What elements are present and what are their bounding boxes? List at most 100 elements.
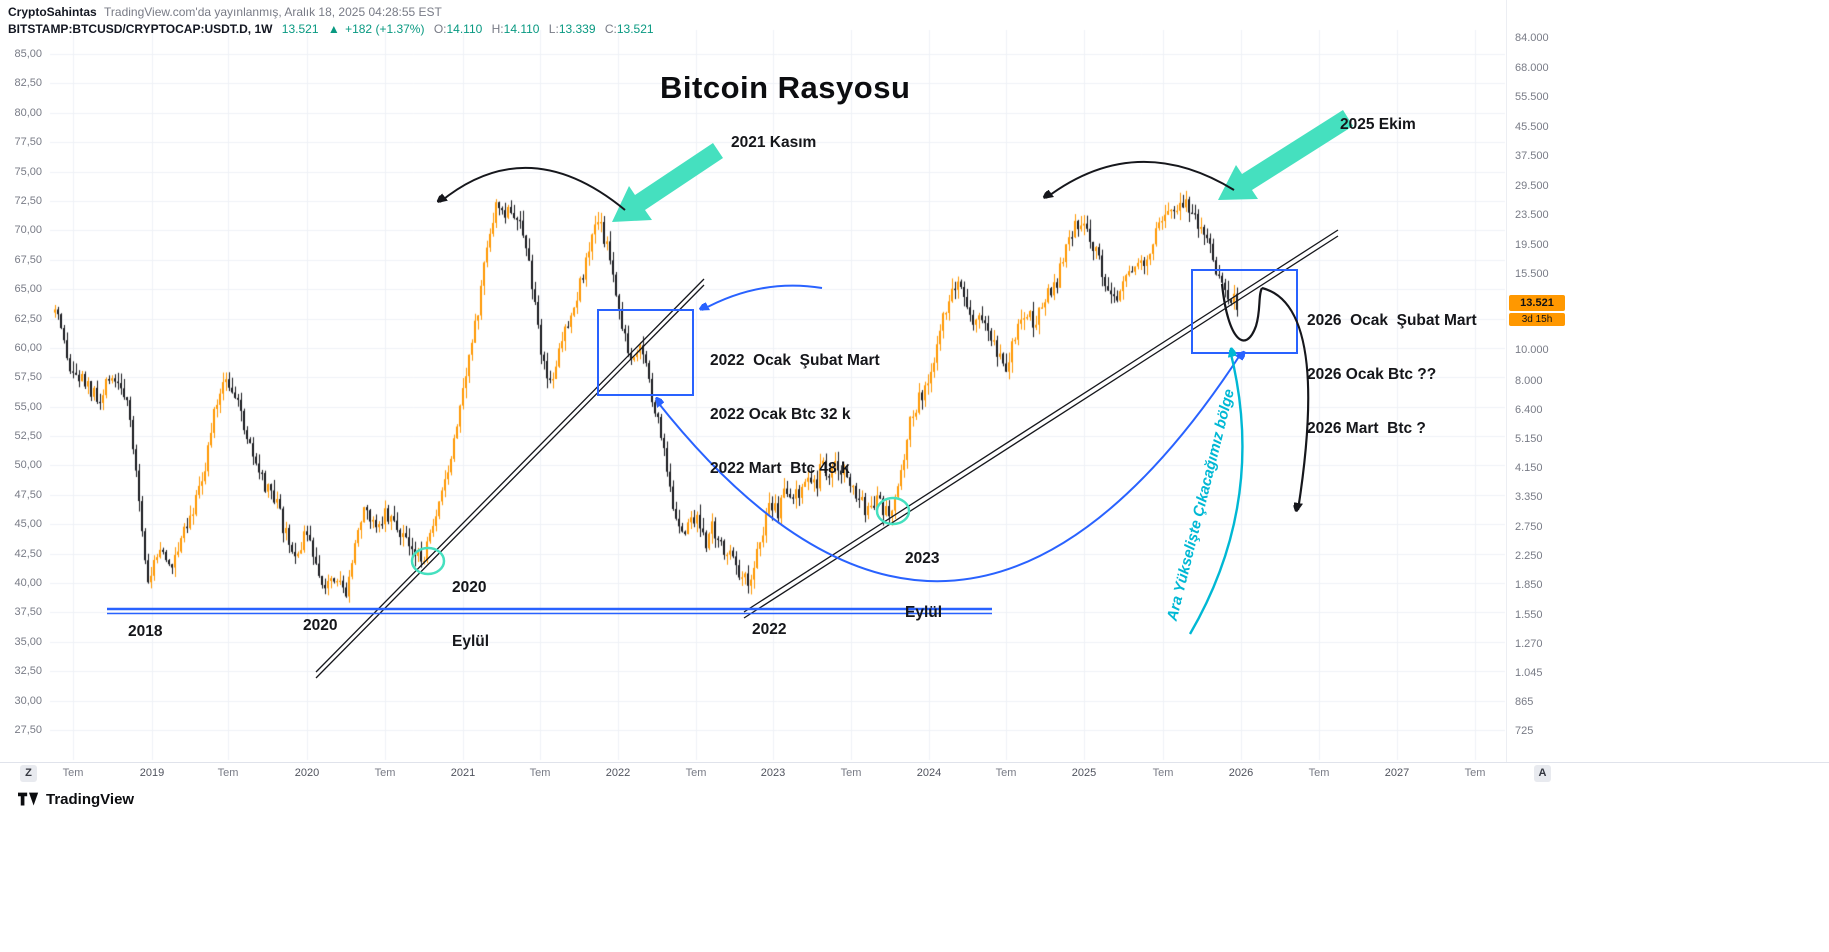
symbol-title[interactable]: BITSTAMP:BTCUSD/CRYPTOCAP:USDT.D, 1W <box>8 22 273 36</box>
right-price-tick: 2.250 <box>1515 550 1543 562</box>
right-price-tick: 23.500 <box>1515 209 1549 221</box>
note-2023-eylul[interactable]: 2023 Eylül <box>905 514 942 640</box>
time-tick: Tem <box>529 767 551 779</box>
note-2020-month: Eylül <box>452 633 490 650</box>
right-price-tick: 10.000 <box>1515 344 1549 356</box>
time-tick: 2019 <box>139 767 165 779</box>
left-price-tick: 75,00 <box>14 165 42 178</box>
note-2022-line2: 2022 Ocak Btc 32 k <box>710 406 851 423</box>
note-2022-line1: 2022 Ocak Şubat Mart <box>710 352 880 369</box>
right-price-tick: 55.500 <box>1515 91 1549 103</box>
right-price-tick: 1.850 <box>1515 579 1543 591</box>
right-price-tick: 45.500 <box>1515 121 1549 133</box>
publish-info: TradingView.com'da yayınlanmış, Aralık 1… <box>104 5 442 19</box>
time-tick: Tem <box>374 767 396 779</box>
left-price-tick: 70,00 <box>14 224 42 237</box>
bottom-axis-separator <box>0 762 1829 763</box>
left-price-tick: 80,00 <box>14 106 42 119</box>
right-price-tick: 68.000 <box>1515 62 1549 74</box>
high-label: H: <box>491 22 504 36</box>
left-price-tick: 50,00 <box>14 459 42 472</box>
left-price-tick: 62,50 <box>14 312 42 325</box>
note-2026-line1: 2026 Ocak Şubat Mart <box>1307 312 1477 329</box>
right-price-tick: 4.150 <box>1515 462 1543 474</box>
time-tick: Tem <box>217 767 239 779</box>
left-price-tick: 47,50 <box>14 488 42 501</box>
time-tick: 2024 <box>916 767 942 779</box>
tradingview-logo[interactable]: TradingView <box>18 791 134 808</box>
close-value: 13.521 <box>616 22 654 36</box>
label-2021-kasim[interactable]: 2021 Kasım <box>731 134 817 151</box>
time-tick: 2020 <box>294 767 320 779</box>
left-price-tick: 65,00 <box>14 283 42 296</box>
label-2025-ekim[interactable]: 2025 Ekim <box>1340 116 1416 133</box>
tradingview-logo-icon <box>18 792 39 806</box>
left-price-tick: 37,50 <box>14 606 42 619</box>
year-label-2020[interactable]: 2020 <box>303 617 338 634</box>
right-price-tick: 725 <box>1515 725 1534 737</box>
right-price-tick: 29.500 <box>1515 180 1549 192</box>
open-label: O: <box>433 22 447 36</box>
left-price-tick: 67,50 <box>14 253 42 266</box>
time-tick: 2026 <box>1228 767 1254 779</box>
left-price-tick: 42,50 <box>14 547 42 560</box>
change-arrow-icon: ▲ <box>327 22 340 36</box>
left-price-tick: 60,00 <box>14 341 42 354</box>
right-price-tick: 15.500 <box>1515 268 1549 280</box>
low-value: 13.339 <box>558 22 596 36</box>
adjust-button[interactable]: A <box>1534 765 1551 782</box>
author-name[interactable]: CryptoSahintas <box>8 5 97 19</box>
right-axis-separator <box>1506 0 1507 762</box>
note-2022-box[interactable]: 2022 Ocak Şubat Mart 2022 Ocak Btc 32 k … <box>710 316 880 496</box>
right-price-tick: 3.350 <box>1515 491 1543 503</box>
chart-title[interactable]: Bitcoin Rasyosu <box>660 70 911 105</box>
last-price-badge: 13.521 <box>1509 295 1565 311</box>
open-value: 14.110 <box>446 22 483 36</box>
time-tick: Tem <box>1464 767 1486 779</box>
symbol-legend: BITSTAMP:BTCUSD/CRYPTOCAP:USDT.D, 1W 13.… <box>8 22 654 36</box>
left-price-tick: 52,50 <box>14 430 42 443</box>
right-price-tick: 8.000 <box>1515 375 1543 387</box>
left-price-tick: 35,00 <box>14 635 42 648</box>
left-price-tick: 77,50 <box>14 136 42 149</box>
left-price-tick: 82,50 <box>14 77 42 90</box>
note-2023-year: 2023 <box>905 550 940 567</box>
left-price-tick: 55,00 <box>14 400 42 413</box>
bar-countdown-badge: 3d 15h <box>1509 313 1565 326</box>
right-price-tick: 19.500 <box>1515 239 1549 251</box>
low-label: L: <box>548 22 559 36</box>
time-tick: Tem <box>1152 767 1174 779</box>
publish-header: CryptoSahintas TradingView.com'da yayınl… <box>8 5 442 19</box>
time-tick: Tem <box>995 767 1017 779</box>
note-2020-year: 2020 <box>452 579 487 596</box>
left-price-tick: 45,00 <box>14 518 42 531</box>
right-price-tick: 1.270 <box>1515 638 1543 650</box>
timezone-button[interactable]: Z <box>20 765 37 782</box>
right-price-tick: 1.550 <box>1515 609 1543 621</box>
right-price-tick: 2.750 <box>1515 521 1543 533</box>
time-tick: Tem <box>1308 767 1330 779</box>
right-price-tick: 5.150 <box>1515 433 1543 445</box>
time-tick: Tem <box>62 767 84 779</box>
time-tick: 2022 <box>605 767 631 779</box>
right-price-tick: 84.000 <box>1515 32 1549 44</box>
left-price-tick: 40,00 <box>14 577 42 590</box>
note-2020-eylul[interactable]: 2020 Eylül <box>452 543 489 669</box>
note-2026-box[interactable]: 2026 Ocak Şubat Mart 2026 Ocak Btc ?? 20… <box>1307 276 1477 456</box>
time-tick: 2025 <box>1071 767 1097 779</box>
left-price-tick: 27,50 <box>14 723 42 736</box>
tradingview-logo-text: TradingView <box>46 791 135 808</box>
left-price-tick: 72,50 <box>14 194 42 207</box>
last-price: 13.521 <box>281 22 319 36</box>
note-2026-line2: 2026 Ocak Btc ?? <box>1307 366 1437 383</box>
left-price-tick: 30,00 <box>14 694 42 707</box>
note-2023-month: Eylül <box>905 604 943 621</box>
high-value: 14.110 <box>503 22 540 36</box>
change-value: +182 (+1.37%) <box>345 22 425 36</box>
year-label-2018[interactable]: 2018 <box>128 623 163 640</box>
year-label-2022[interactable]: 2022 <box>752 621 787 638</box>
left-price-tick: 57,50 <box>14 371 42 384</box>
right-price-tick: 1.045 <box>1515 667 1543 679</box>
time-tick: Tem <box>840 767 862 779</box>
